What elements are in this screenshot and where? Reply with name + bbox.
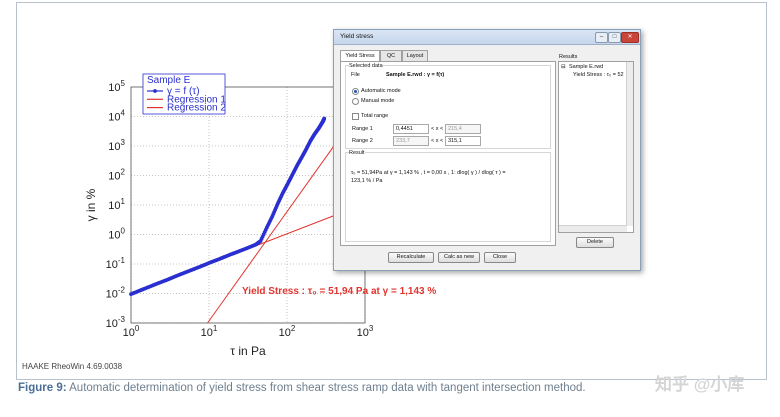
x-tick-label: 103 [357, 324, 374, 339]
caption-label: Figure 9: [18, 382, 67, 394]
tab-yield-stress[interactable]: Yield Stress [340, 50, 380, 62]
result-group [345, 152, 551, 242]
range2-max-input[interactable]: 315,1 [445, 136, 481, 146]
results-tree: ⊟ Sample E.rwd Yield Stress : τ₀ = 52 [558, 61, 634, 233]
y-tick-label: 101 [108, 197, 125, 212]
watermark: 知乎 @小库 [655, 375, 745, 394]
y-tick-label: 102 [108, 168, 125, 183]
maximize-button[interactable]: □ [608, 32, 621, 43]
total-range-label: Total range [361, 113, 389, 119]
yield-stress-panel: Selected data File Sample E.rwd : γ = f(… [340, 61, 556, 246]
software-version: HAAKE RheoWin 4.69.0038 [22, 362, 123, 371]
tree-expand-icon[interactable]: ⊟ [561, 64, 566, 70]
x-tick-label: 101 [201, 324, 218, 339]
dialog-title: Yield stress [340, 33, 374, 40]
automatic-mode-radio[interactable] [352, 88, 359, 95]
yield-stress-annotation: Yield Stress : τ₀ = 51,94 Pa at γ = 1,14… [242, 286, 436, 297]
range2-label: Range 2 [352, 138, 373, 144]
close-button[interactable]: Close [484, 252, 516, 263]
delete-button[interactable]: Delete [576, 237, 614, 248]
calc-as-new-button[interactable]: Calc as new [438, 252, 480, 263]
close-window-button[interactable]: ✕ [621, 32, 639, 43]
result-text-line-2: 123,1 % / Pa [351, 178, 383, 184]
regression-line-2 [206, 135, 342, 324]
results-tree-root[interactable]: Sample E.rwd [569, 64, 604, 70]
data-series-line [130, 118, 325, 295]
y-tick-label: 10-1 [106, 256, 126, 271]
result-text-line-1: τ₀ = 51,94Pa at γ = 1,143 % , t = 0,00 s… [351, 170, 506, 176]
legend-entry-3: Regression 2 [167, 103, 226, 114]
y-tick-label: 105 [108, 79, 125, 94]
data-point [322, 116, 327, 121]
tab-layout[interactable]: Layout [402, 50, 428, 61]
total-range-checkbox[interactable] [352, 113, 359, 120]
result-label: Result [349, 150, 365, 156]
y-tick-label: 103 [108, 138, 125, 153]
legend-title: Sample E [147, 75, 191, 86]
dialog-titlebar[interactable]: Yield stress – □ ✕ [334, 30, 640, 45]
x-tick-label: 102 [279, 324, 296, 339]
range2-operator: < x < [431, 138, 444, 144]
manual-mode-label: Manual mode [361, 98, 395, 104]
selected-data-group [345, 65, 551, 149]
recalculate-button[interactable]: Recalculate [388, 252, 434, 263]
yield-stress-dialog: Yield stress – □ ✕ Yield Stress QC Layou… [333, 29, 641, 271]
results-tree-item[interactable]: Yield Stress : τ₀ = 52 [573, 72, 624, 78]
tab-qc[interactable]: QC [380, 50, 402, 61]
x-axis-label: τ in Pa [230, 344, 266, 358]
range1-min-input[interactable]: 0,4451 [393, 124, 429, 134]
y-tick-label: 104 [108, 109, 125, 124]
range1-label: Range 1 [352, 126, 373, 132]
x-tick-label: 100 [123, 324, 140, 339]
file-value: Sample E.rwd : γ = f(τ) [386, 72, 445, 78]
results-vertical-scrollbar[interactable] [626, 62, 633, 226]
range2-min-input[interactable]: 233,7 [393, 136, 429, 146]
legend-entry-2: Regression 1 [167, 94, 226, 105]
figure-caption: Figure 9: Automatic determination of yie… [18, 382, 586, 394]
file-label: File [351, 72, 360, 78]
caption-text: Automatic determination of yield stress … [69, 382, 586, 394]
manual-mode-radio[interactable] [352, 98, 359, 105]
y-tick-label: 10-2 [106, 286, 126, 301]
legend-entry-1: γ = f (τ) [167, 86, 200, 97]
legend-marker [153, 89, 157, 93]
range1-operator: < x < [431, 126, 444, 132]
range1-max-input[interactable]: 215,4 [445, 124, 481, 134]
selected-data-label: Selected data [349, 63, 383, 69]
minimize-button[interactable]: – [595, 32, 608, 43]
y-tick-label: 100 [108, 227, 125, 242]
y-axis-label: γ in % [84, 188, 98, 221]
automatic-mode-label: Automatic mode [361, 88, 401, 94]
results-horizontal-scrollbar[interactable] [559, 225, 627, 232]
results-title: Results [559, 54, 578, 60]
